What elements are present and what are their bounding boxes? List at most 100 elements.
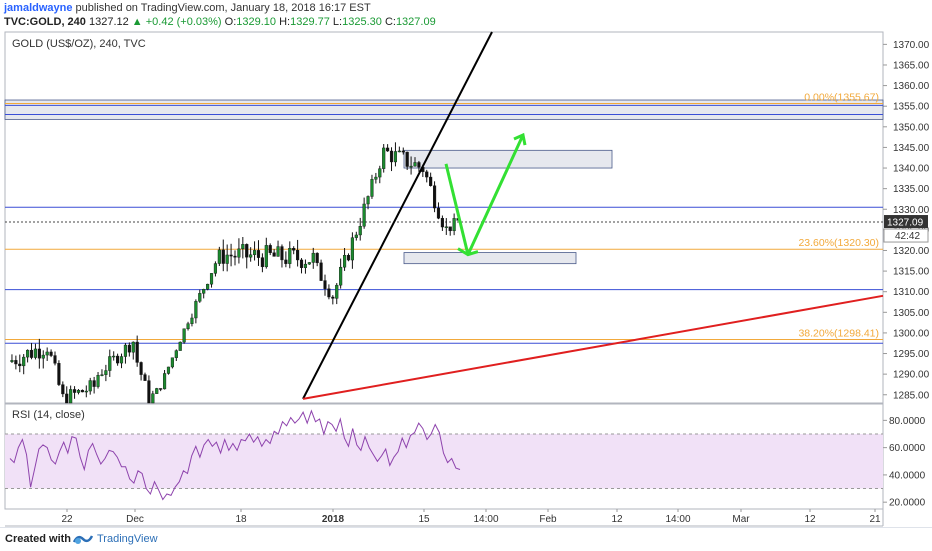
candle-body: [217, 249, 221, 264]
time-tick-label: 14:00: [665, 514, 690, 525]
price-tick-label: 1290.00: [893, 370, 930, 381]
candle-body: [288, 248, 292, 264]
candle-body: [409, 165, 413, 168]
low-value: 1325.30: [342, 16, 382, 28]
candle-body: [198, 293, 202, 302]
candle-body: [315, 252, 319, 264]
candle-body: [303, 263, 308, 268]
candle-body: [88, 380, 92, 392]
candle-body: [45, 351, 49, 356]
countdown-label: 42:42: [895, 231, 920, 242]
candle-body: [296, 250, 300, 261]
candle-body: [264, 245, 268, 268]
candle-body: [249, 254, 253, 258]
candle-body: [335, 284, 339, 299]
candle-body: [72, 389, 77, 393]
candle-body: [237, 248, 241, 258]
candle-body: [432, 185, 437, 209]
rsi-tick-label: 20.0000: [889, 498, 926, 509]
price-tick-label: 1340.00: [893, 164, 930, 175]
tradingview-brand-link[interactable]: TradingView: [97, 533, 158, 545]
last-price: 1327.12: [88, 16, 129, 28]
candle-body: [252, 250, 257, 255]
candle-body: [143, 374, 147, 381]
rsi-line: [9, 409, 461, 501]
candle-body: [405, 151, 409, 167]
time-tick-label: 21: [869, 514, 881, 525]
created-with-label: Created with: [5, 533, 72, 545]
change-value: ▲ +0.42 (+0.03%): [131, 16, 222, 28]
chart-canvas[interactable]: 1285.00 1290.00 1295.00 1300.00 1305.00 1310.…: [0, 0, 932, 527]
price-tick-label: 1370.00: [893, 40, 930, 51]
candle-body: [272, 252, 276, 257]
supply-demand-zone: [4, 99, 884, 120]
high-value: 1329.77: [290, 16, 330, 28]
author-link[interactable]: jamaldwayne: [4, 2, 73, 14]
candle-body: [116, 355, 120, 364]
price-tick-label: 1295.00: [893, 349, 930, 360]
fib-level-label: 0.00%(1355.67): [804, 91, 879, 103]
candle-body: [358, 226, 362, 236]
candle-body: [280, 246, 284, 261]
time-tick-label: 18: [235, 514, 247, 525]
candle-body: [159, 388, 163, 390]
candle-body: [166, 366, 171, 374]
candle-body: [174, 350, 178, 358]
time-tick-label: 12: [611, 514, 623, 525]
candle-body: [260, 257, 264, 268]
price-tick-label: 1350.00: [893, 122, 930, 133]
candle-body: [131, 341, 135, 353]
candle-body: [123, 344, 128, 357]
candle-body: [22, 356, 26, 367]
candle-body: [182, 328, 186, 343]
candle-body: [108, 356, 112, 371]
candle-body: [440, 218, 444, 228]
candle-body: [350, 237, 354, 261]
open-value: 1329.10: [236, 16, 277, 28]
candle-body: [119, 356, 124, 364]
ohlc-bar: TVC:GOLD, 240 1327.12 ▲ +0.42 (+0.03%) O…: [4, 16, 436, 28]
time-tick-label: Feb: [539, 514, 557, 525]
candle-body: [374, 176, 378, 180]
price-tick-label: 1330.00: [893, 205, 930, 216]
time-tick-label: 12: [804, 514, 816, 525]
ascending-trendline: [302, 31, 493, 400]
price-pane-frame: [4, 31, 884, 404]
candle-body: [444, 226, 448, 228]
candles-group: [10, 142, 460, 404]
high-label: H:: [279, 16, 291, 28]
candle-body: [170, 357, 174, 368]
candle-body: [429, 176, 433, 186]
candle-body: [292, 248, 296, 251]
candle-body: [213, 263, 218, 274]
candle-body: [256, 250, 261, 258]
price-tick-label: 1320.00: [893, 246, 930, 257]
candle-body: [268, 245, 272, 253]
tradingview-logo-icon: [72, 535, 94, 544]
candle-body: [100, 374, 104, 376]
publish-info: jamaldwayne published on TradingView.com…: [4, 2, 371, 14]
candle-body: [84, 390, 88, 393]
candle-body: [80, 389, 84, 393]
publish-text: published on TradingView.com, January 18…: [72, 2, 371, 14]
candle-body: [14, 360, 18, 365]
candle-body: [393, 151, 398, 163]
candle-body: [370, 179, 374, 197]
time-tick-label: 22: [61, 514, 73, 525]
candle-body: [413, 162, 417, 167]
candle-body: [57, 363, 61, 385]
candle-body: [362, 203, 366, 227]
candle-body: [104, 370, 108, 375]
candle-body: [147, 380, 151, 404]
candle-body: [178, 341, 182, 351]
candle-body: [354, 234, 358, 238]
candle-body: [26, 349, 30, 358]
price-tick-label: 1345.00: [893, 143, 930, 154]
candle-body: [92, 380, 96, 387]
time-tick-label: Mar: [732, 514, 750, 525]
last-price-label: 1327.09: [887, 218, 924, 229]
price-tick-label: 1300.00: [893, 328, 930, 339]
candle-body: [18, 363, 22, 367]
low-label: L:: [332, 16, 343, 28]
candle-body: [307, 262, 311, 265]
